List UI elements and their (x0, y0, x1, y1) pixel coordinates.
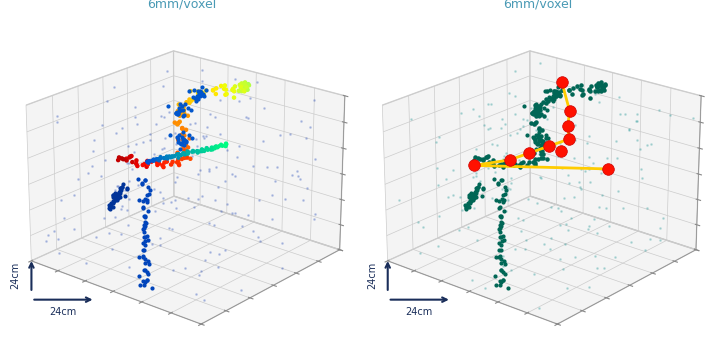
Text: 24cm: 24cm (367, 262, 377, 289)
Text: 24cm: 24cm (11, 262, 21, 289)
Text: 24cm: 24cm (405, 307, 433, 317)
Title: 6mm/voxel: 6mm/voxel (503, 0, 573, 11)
Text: 24cm: 24cm (49, 307, 76, 317)
Title: 6mm/voxel: 6mm/voxel (147, 0, 217, 11)
